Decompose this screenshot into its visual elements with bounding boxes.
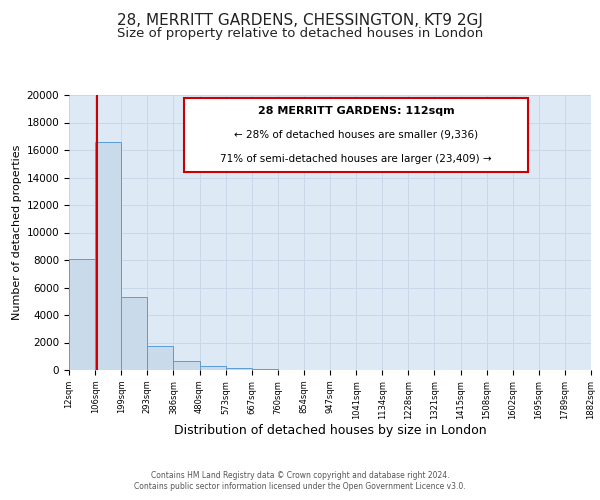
Bar bbox=[173, 361, 199, 370]
Bar bbox=[95, 142, 121, 370]
Y-axis label: Number of detached properties: Number of detached properties bbox=[13, 145, 22, 320]
Text: Size of property relative to detached houses in London: Size of property relative to detached ho… bbox=[117, 28, 483, 40]
Bar bbox=[252, 368, 278, 370]
Bar bbox=[199, 366, 226, 370]
Bar bbox=[226, 368, 252, 370]
Bar bbox=[121, 297, 148, 370]
Text: 71% of semi-detached houses are larger (23,409) →: 71% of semi-detached houses are larger (… bbox=[220, 154, 492, 164]
Bar bbox=[148, 346, 173, 370]
X-axis label: Distribution of detached houses by size in London: Distribution of detached houses by size … bbox=[173, 424, 487, 438]
Bar bbox=[69, 258, 95, 370]
Text: 28, MERRITT GARDENS, CHESSINGTON, KT9 2GJ: 28, MERRITT GARDENS, CHESSINGTON, KT9 2G… bbox=[117, 12, 483, 28]
Text: Contains HM Land Registry data © Crown copyright and database right 2024.: Contains HM Land Registry data © Crown c… bbox=[151, 471, 449, 480]
Text: 28 MERRITT GARDENS: 112sqm: 28 MERRITT GARDENS: 112sqm bbox=[258, 106, 454, 116]
Text: Contains public sector information licensed under the Open Government Licence v3: Contains public sector information licen… bbox=[134, 482, 466, 491]
Text: ← 28% of detached houses are smaller (9,336): ← 28% of detached houses are smaller (9,… bbox=[234, 130, 478, 140]
